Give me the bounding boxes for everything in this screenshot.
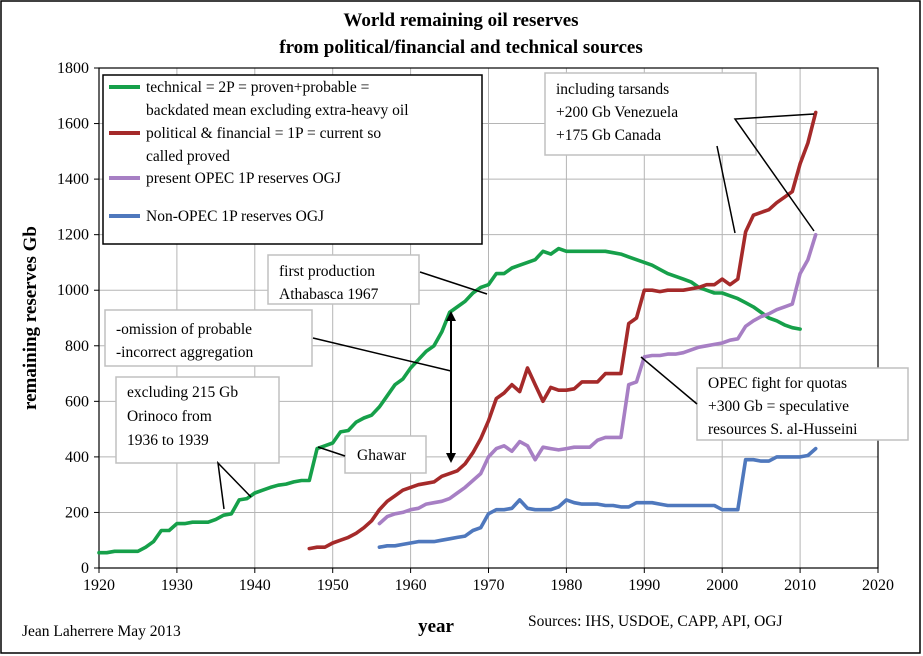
x-tick-label: 2010 [784,577,816,594]
series-opec-1p [377,232,818,526]
y-tick-label: 800 [65,338,89,355]
x-tick-label: 1990 [628,577,660,594]
annotation-omission-line-2: -incorrect aggregation [116,344,254,361]
series-non-opec-1p [377,446,818,550]
annotation-tarsands-line-2: +200 Gb Venezuela [556,104,678,121]
annotation-orinoco-line-2: Orinoco from [127,408,212,425]
y-axis-ticks: 0 200 400 600 800 1000 1200 1400 1600 1800 [57,60,99,577]
annotation-opec-line-3: resources S. al-Husseini [708,421,858,438]
x-tick-label: 2000 [706,577,738,594]
sources-note: Sources: IHS, USDOE, CAPP, API, OGJ [528,613,783,630]
x-axis-ticks: 1920 1930 1940 1950 1960 1970 1980 1990 2000 2010… [83,568,894,594]
x-tick-label: 1970 [473,577,505,594]
author-credit: Jean Laherrere May 2013 [22,623,181,640]
annotation-opec-line-1: OPEC fight for quotas [708,375,847,392]
legend-label-political-line-2: called proved [146,148,230,165]
y-tick-label: 1200 [57,227,89,244]
annotation-athabasca-line-1: first production [279,263,375,280]
x-tick-label: 1940 [239,577,271,594]
legend-label-political-line-1: political & financial = 1P = current so [146,125,381,142]
y-tick-label: 1400 [57,171,89,188]
annotation-opec: OPEC fight for quotas +300 Gb = speculat… [640,356,909,441]
annotation-ghawar: Ghawar [317,435,427,474]
chart-title-line-1: World remaining oil reserves [343,10,578,31]
annotation-tarsands: including tarsands +200 Gb Venezuela +17… [544,72,815,234]
opec-pointer [640,356,698,405]
tarsands-pointer-2 [716,145,736,234]
x-tick-label: 1920 [83,577,115,594]
y-tick-label: 600 [65,393,89,410]
annotation-orinoco: excluding 215 Gb Orinoco from 1936 to 19… [115,376,280,510]
y-tick-label: 1800 [57,60,89,77]
legend-box [102,74,483,245]
legend-label-opec: present OPEC 1P reserves OGJ [146,170,341,187]
y-tick-label: 400 [65,449,89,466]
y-tick-label: 1600 [57,116,89,133]
x-tick-label: 2020 [862,577,894,594]
chart-title-line-2: from political/financial and technical s… [279,37,642,58]
x-tick-label: 1960 [395,577,427,594]
annotation-orinoco-line-1: excluding 215 Gb [127,384,238,401]
legend: technical = 2P = proven+probable = backd… [102,74,483,245]
x-tick-label: 1930 [161,577,193,594]
legend-label-technical-line-1: technical = 2P = proven+probable = [146,79,369,96]
y-tick-label: 1000 [57,282,89,299]
x-tick-label: 1980 [550,577,582,594]
annotation-omission-line-1: -omission of probable [116,321,252,338]
y-tick-label: 200 [65,504,89,521]
series-political-1p [307,110,818,551]
annotation-athabasca-line-2: Athabasca 1967 [279,286,379,303]
annotation-tarsands-line-3: +175 Gb Canada [556,127,661,144]
omission-pointer [312,337,452,372]
tarsands-pointer [733,113,815,232]
ghawar-pointer [317,446,346,457]
x-axis-label: year [418,616,454,637]
annotation-omission: -omission of probable -incorrect aggrega… [104,309,456,463]
annotation-athabasca: first production Athabasca 1967 [267,254,488,305]
x-tick-label: 1950 [317,577,349,594]
annotation-ghawar-label: Ghawar [357,447,407,464]
annotation-opec-line-2: +300 Gb = speculative [708,398,849,415]
y-tick-label: 0 [81,560,89,577]
athabasca-pointer [419,271,488,295]
orinoco-pointer [216,460,252,510]
annotation-orinoco-line-3: 1936 to 1939 [127,432,209,449]
annotation-tarsands-line-1: including tarsands [556,81,669,98]
legend-label-technical-line-2: backdated mean excluding extra-heavy oil [146,102,409,119]
y-axis-label: remaining reserves Gb [20,226,41,410]
legend-label-non-opec: Non-OPEC 1P reserves OGJ [146,208,324,225]
